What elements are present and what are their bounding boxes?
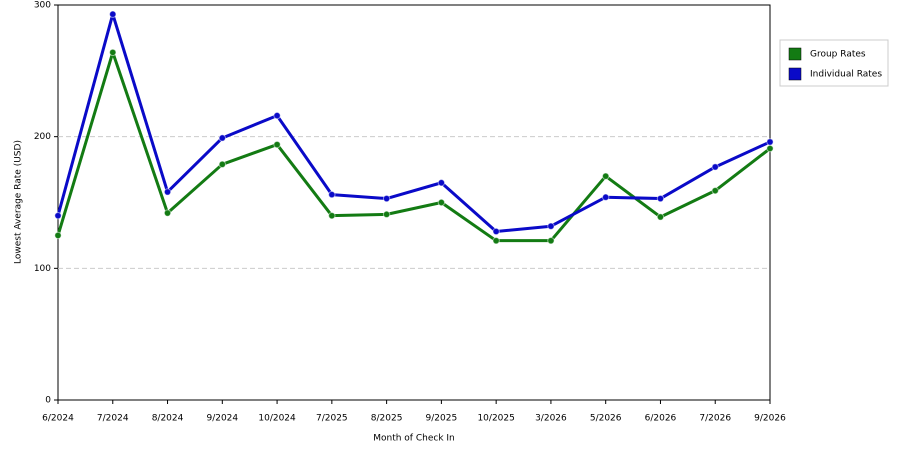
data-point <box>109 48 117 57</box>
y-tick-label: 100 <box>34 264 51 274</box>
x-tick-label: 5/2026 <box>590 414 622 424</box>
data-point <box>54 231 62 240</box>
data-point <box>328 190 336 199</box>
x-axis-label: Month of Check In <box>373 434 455 444</box>
data-point <box>163 188 172 196</box>
y-tick-label: 0 <box>45 396 51 406</box>
data-point <box>437 198 446 207</box>
data-point <box>656 213 665 221</box>
data-point <box>547 222 555 230</box>
legend-label: Group Rates <box>810 50 866 60</box>
data-point <box>711 163 719 171</box>
data-point <box>601 172 610 180</box>
series-line <box>56 50 771 243</box>
y-tick-label: 300 <box>34 1 51 11</box>
x-tick-label: 7/2024 <box>97 414 129 424</box>
x-tick-label: 7/2025 <box>316 414 348 424</box>
plot-frame <box>57 4 771 401</box>
data-point <box>273 140 281 149</box>
data-point <box>766 144 774 153</box>
x-tick-label: 7/2026 <box>699 414 731 424</box>
data-point <box>492 236 500 245</box>
data-point <box>54 211 62 220</box>
x-tick-label: 6/2026 <box>645 414 677 424</box>
legend-label: Individual Rates <box>810 70 882 80</box>
y-axis-label: Lowest Average Rate (USD) <box>14 140 24 264</box>
data-point <box>601 193 610 201</box>
x-tick-label: 9/2026 <box>754 414 786 424</box>
x-tick-label: 10/2024 <box>258 414 296 424</box>
legend-swatch <box>788 67 802 81</box>
data-point <box>711 186 719 195</box>
data-point <box>382 194 391 203</box>
data-point <box>656 194 665 203</box>
x-tick-label: 9/2025 <box>426 414 458 424</box>
x-tick-label: 10/2025 <box>477 414 514 424</box>
data-point <box>218 160 227 169</box>
data-point <box>437 179 446 187</box>
data-point <box>273 111 281 120</box>
x-tick-label: 8/2025 <box>371 414 403 424</box>
series-line <box>56 12 771 233</box>
data-point <box>547 236 555 245</box>
legend-swatch <box>788 47 802 61</box>
data-point <box>766 138 774 146</box>
x-tick-label: 8/2024 <box>152 414 184 424</box>
x-tick-label: 6/2024 <box>42 414 74 424</box>
data-point <box>218 134 227 142</box>
data-point <box>109 10 117 18</box>
x-tick-label: 9/2024 <box>206 414 238 424</box>
data-point <box>328 211 336 220</box>
data-point <box>382 210 391 219</box>
y-tick-label: 200 <box>34 132 51 142</box>
data-point <box>492 227 500 236</box>
x-tick-label: 3/2026 <box>535 414 567 424</box>
data-point <box>163 209 172 217</box>
